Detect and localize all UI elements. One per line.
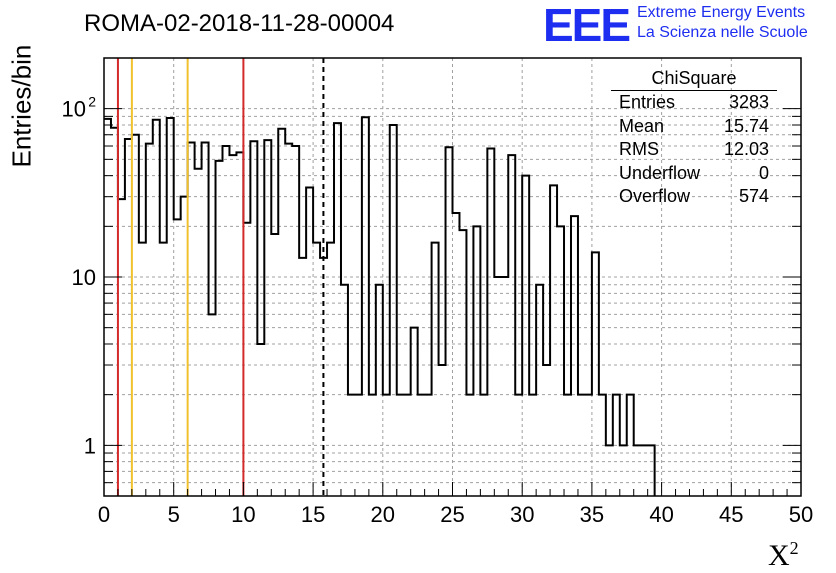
x-tick-label: 5 [168,502,180,527]
stat-row-rms: RMS 12.03 [611,138,777,162]
y-tick-label: 10 [72,265,96,290]
stat-label: Overflow [619,186,691,206]
x-tick-label: 35 [580,502,604,527]
chart-title: ROMA-02-2018-11-28-00004 [84,10,395,37]
y-tick-exponent: 2 [88,94,96,110]
x-tick-label: 50 [789,502,813,527]
stat-value: 3283 [728,92,769,112]
x-tick-label: 20 [371,502,395,527]
x-axis-label: X2 [768,538,799,572]
histogram-series [104,116,656,496]
x-tick-label: 15 [301,502,325,527]
stat-value: 15.74 [723,115,769,136]
stat-row-entries: Entries 3283 [611,91,777,115]
stat-value: 0 [758,162,769,183]
x-tick-label: 0 [98,502,110,527]
x-tick-label: 30 [510,502,534,527]
x-tick-label: 45 [719,502,743,527]
stat-row-overflow: Overflow 574 [611,185,777,209]
stat-label: Mean [619,115,665,136]
stat-label: RMS [619,139,659,159]
x-tick-label: 25 [440,502,464,527]
stat-label: Entries [619,92,676,112]
stats-title: ChiSquare [611,66,777,91]
eee-logo: EEE [543,0,631,51]
stat-value: 574 [738,186,769,206]
y-tick-label: 10 [62,97,86,122]
stats-box: ChiSquare Entries 3283 Mean 15.74 RMS 12… [611,66,777,209]
stat-value: 12.03 [723,139,769,159]
y-axis-label: Entries/bin [6,44,37,168]
x-tick-label: 10 [231,502,255,527]
y-tick-label: 1 [84,433,96,458]
stat-label: Underflow [619,162,701,183]
stat-row-mean: Mean 15.74 [611,115,777,139]
logo-line-1: Extreme Energy Events [637,4,806,21]
logo-line-2: La Scienza nelle Scuole [637,24,808,41]
x-tick-label: 40 [649,502,673,527]
stat-row-underflow: Underflow 0 [611,162,777,186]
